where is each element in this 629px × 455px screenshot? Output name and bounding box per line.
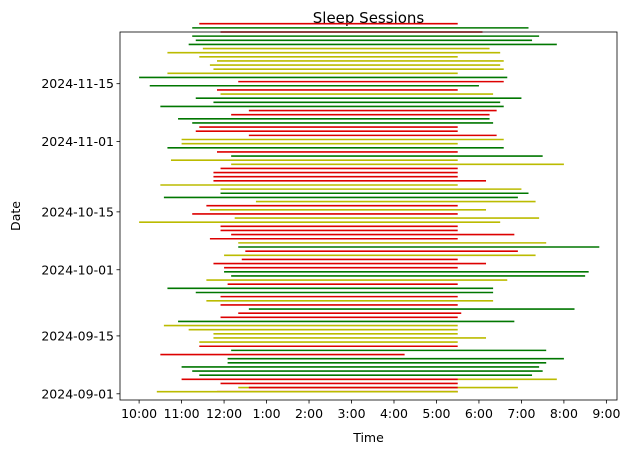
y-tick-label: 2024-11-15 xyxy=(41,76,114,91)
y-axis-label: Date xyxy=(8,201,23,231)
y-tick-label: 2024-09-01 xyxy=(41,386,114,401)
plot-area-frame xyxy=(119,31,618,401)
x-tick-label: 9:00 xyxy=(592,406,620,421)
sessions-layer xyxy=(139,22,600,393)
x-tick-label: 5:00 xyxy=(422,406,450,421)
x-tick-label: 11:00 xyxy=(164,406,200,421)
x-tick-label: 10:00 xyxy=(121,406,157,421)
x-tick-label: 3:00 xyxy=(337,406,365,421)
x-tick-label: 6:00 xyxy=(465,406,493,421)
y-tick-label: 2024-10-15 xyxy=(41,204,114,219)
x-tick-label: 8:00 xyxy=(550,406,578,421)
x-tick-label: 7:00 xyxy=(507,406,535,421)
y-tick-label: 2024-09-15 xyxy=(41,328,114,343)
chart-title: Sleep Sessions xyxy=(313,9,425,27)
y-axis: 2024-09-01 2024-09-15 2024-10-01 2024-10-15… xyxy=(41,76,120,401)
y-tick-label: 2024-10-01 xyxy=(41,262,114,277)
x-tick-label: 12:00 xyxy=(206,406,242,421)
x-axis: 10:00 11:00 12:00 1:00 2:00 3:00 4:00 5:00 6:00 7… xyxy=(121,400,620,421)
y-tick-label: 2024-11-01 xyxy=(41,134,114,149)
x-axis-label: Time xyxy=(352,430,384,445)
x-tick-label: 1:00 xyxy=(253,406,281,421)
x-tick-label: 2:00 xyxy=(295,406,323,421)
x-tick-label: 4:00 xyxy=(380,406,408,421)
